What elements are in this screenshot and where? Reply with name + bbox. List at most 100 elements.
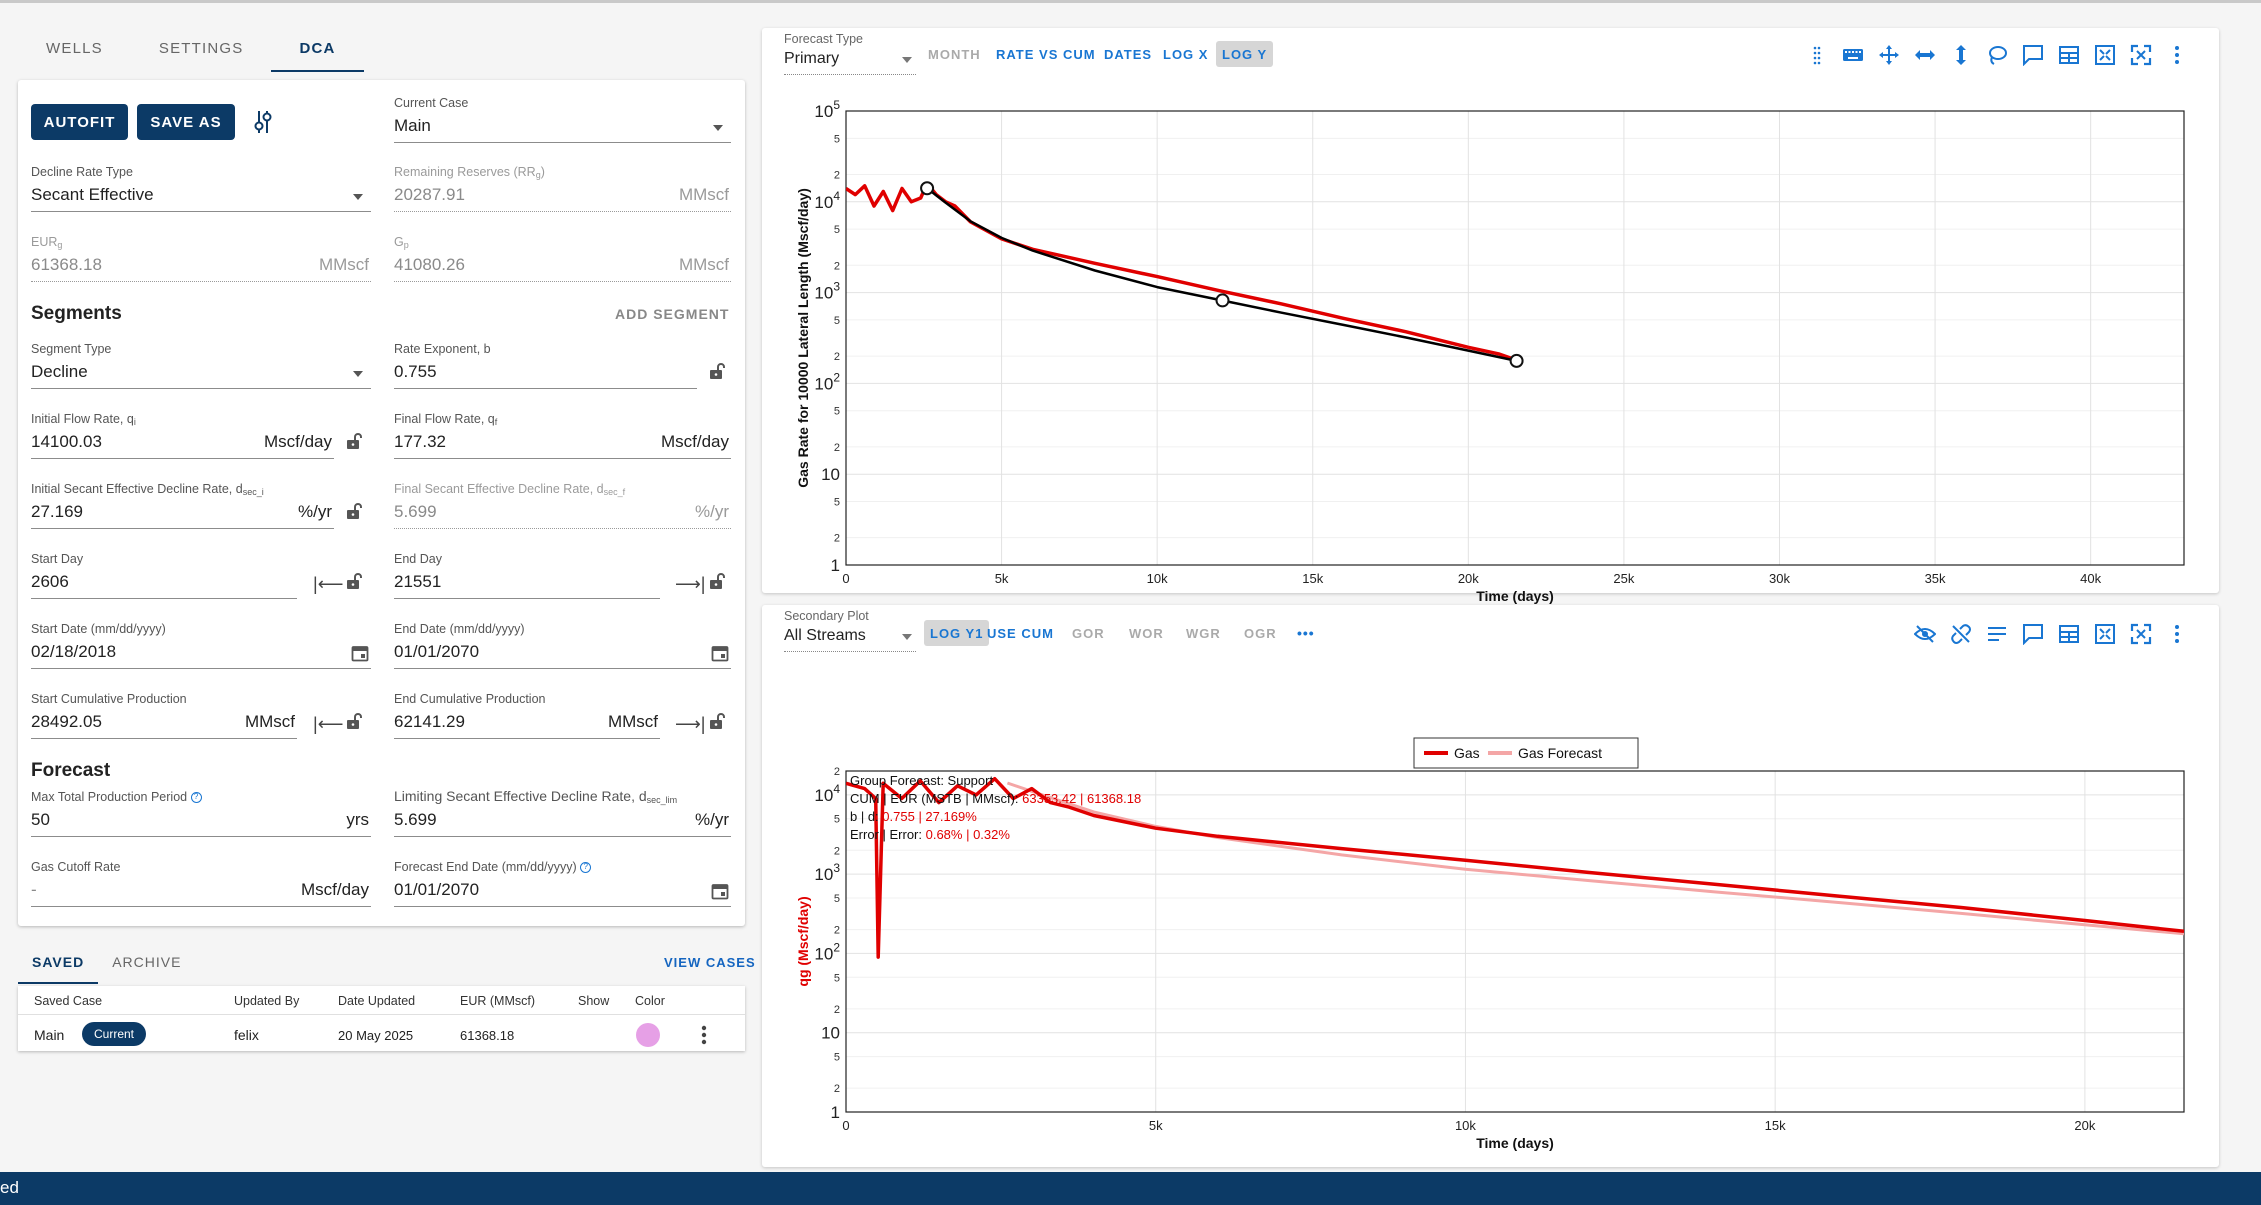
case-name[interactable]: Main xyxy=(34,1027,65,1043)
table-icon[interactable] xyxy=(2058,623,2080,645)
underline xyxy=(394,836,731,837)
unlock-icon[interactable] xyxy=(345,712,363,730)
final-rate-field[interactable]: Final Flow Rate, qf 177.32 Mscf/day xyxy=(394,412,731,464)
segment-type-select[interactable]: Segment Type Decline xyxy=(31,342,371,394)
tab-saved[interactable]: SAVED xyxy=(18,946,99,984)
help-icon[interactable]: ? xyxy=(190,792,202,804)
comment-icon[interactable] xyxy=(2022,623,2044,645)
table-icon[interactable] xyxy=(2058,44,2080,66)
keyboard-icon[interactable] xyxy=(1842,44,1864,66)
unlock-icon[interactable] xyxy=(708,572,726,590)
y-minor-tick-label: 5 xyxy=(834,893,840,905)
unlock-icon[interactable] xyxy=(708,362,726,380)
unlock-icon[interactable] xyxy=(345,572,363,590)
tab-archive[interactable]: ARCHIVE xyxy=(112,954,182,970)
tab-settings[interactable]: SETTINGS xyxy=(158,40,244,57)
rate-vs-cum-button[interactable]: RATE VS CUM xyxy=(996,46,1096,62)
unlock-icon[interactable] xyxy=(345,502,363,520)
initial-rate-field[interactable]: Initial Flow Rate, qi 14100.03 Mscf/day xyxy=(31,412,334,464)
tune-icon[interactable] xyxy=(252,109,274,135)
more-vert-icon[interactable] xyxy=(2166,623,2188,645)
log-y1-button[interactable]: LOG Y1 xyxy=(924,620,990,646)
add-segment-button[interactable]: ADD SEGMENT xyxy=(615,306,730,322)
end-date-label: End Date (mm/dd/yyyy) xyxy=(394,622,525,636)
save-as-button[interactable]: SAVE AS xyxy=(137,104,235,140)
snap-right-icon[interactable]: ⟶| xyxy=(675,714,706,734)
move-icon[interactable] xyxy=(1878,44,1900,66)
dates-button[interactable]: DATES xyxy=(1104,46,1153,62)
end-date-value: 01/01/2070 xyxy=(394,642,480,661)
forecast-end-date-field[interactable]: Forecast End Date (mm/dd/yyyy) ? 01/01/2… xyxy=(394,860,731,912)
limit-decline-field[interactable]: Limiting Secant Effective Decline Rate, … xyxy=(394,788,731,842)
drag-handle-icon[interactable] xyxy=(1806,44,1828,66)
tab-wells[interactable]: WELLS xyxy=(46,40,103,57)
end-cum-field[interactable]: End Cumulative Production 62141.29 MMscf xyxy=(394,692,660,744)
log-y-button[interactable]: LOG Y xyxy=(1216,41,1274,67)
use-cum-button[interactable]: USE CUM xyxy=(987,625,1054,641)
end-date-field[interactable]: End Date (mm/dd/yyyy) 01/01/2070 xyxy=(394,622,731,674)
chevron-down-icon[interactable] xyxy=(902,57,912,63)
chevron-down-icon xyxy=(353,371,363,377)
more-horiz-button[interactable]: ••• xyxy=(1297,625,1315,641)
series-line-0 xyxy=(846,181,1518,362)
start-cum-label: Start Cumulative Production xyxy=(31,692,187,706)
secondary-plot-value[interactable]: All Streams xyxy=(784,627,866,644)
snap-right-icon[interactable]: ⟶| xyxy=(675,574,706,594)
calendar-icon[interactable] xyxy=(711,644,729,662)
more-vert-icon[interactable] xyxy=(2166,44,2188,66)
underline xyxy=(31,458,334,459)
y-minor-gridlines xyxy=(846,770,2184,1089)
start-cum-field[interactable]: Start Cumulative Production 28492.05 MMs… xyxy=(31,692,297,744)
calendar-icon[interactable] xyxy=(351,644,369,662)
status-text: ed xyxy=(0,1178,19,1197)
fullscreen-icon[interactable] xyxy=(2130,623,2152,645)
start-date-field[interactable]: Start Date (mm/dd/yyyy) 02/18/2018 xyxy=(31,622,371,674)
comment-icon[interactable] xyxy=(2022,44,2044,66)
current-case-select[interactable]: Current Case Main xyxy=(394,96,731,148)
decline-rate-type-select[interactable]: Decline Rate Type Secant Effective xyxy=(31,165,371,217)
vertical-arrows-icon[interactable] xyxy=(1950,44,1972,66)
forecast-chart[interactable]: 2 5 2 5 2 5 2 5 2 5 1 10 102 103 104 105 0 5k 10k 15k 20k 25k… xyxy=(762,88,2219,608)
forecast-type-value[interactable]: Primary xyxy=(784,50,840,67)
fullscreen-icon[interactable] xyxy=(2130,44,2152,66)
underline xyxy=(31,281,371,282)
y-tick-label: 1 xyxy=(831,1103,840,1122)
gas-cutoff-field[interactable]: Gas Cutoff Rate - Mscf/day xyxy=(31,860,371,912)
snap-left-icon[interactable]: |⟵ xyxy=(313,574,344,594)
notes-icon[interactable] xyxy=(1986,623,2008,645)
end-day-field[interactable]: End Day 21551 xyxy=(394,552,660,604)
wor-button[interactable]: WOR xyxy=(1129,625,1164,641)
decline-rate-type-value: Secant Effective xyxy=(31,185,154,204)
case-color-swatch[interactable] xyxy=(636,1023,660,1047)
fit-icon[interactable] xyxy=(2094,44,2116,66)
chevron-down-icon[interactable] xyxy=(902,634,912,640)
calendar-icon[interactable] xyxy=(711,882,729,900)
y-tick-label: 102 xyxy=(814,940,840,963)
unlock-icon[interactable] xyxy=(345,432,363,450)
forecast-end-date-value: 01/01/2070 xyxy=(394,880,480,899)
max-period-field[interactable]: Max Total Production Period ? 50 yrs xyxy=(31,790,371,842)
fit-icon[interactable] xyxy=(2094,623,2116,645)
view-cases-link[interactable]: VIEW CASES xyxy=(664,955,756,970)
ogr-button[interactable]: OGR xyxy=(1244,625,1277,641)
tab-dca[interactable]: DCA xyxy=(271,30,364,72)
wgr-button[interactable]: WGR xyxy=(1186,625,1221,641)
rate-exponent-field[interactable]: Rate Exponent, b 0.755 xyxy=(394,342,697,394)
log-x-button[interactable]: LOG X xyxy=(1163,46,1209,62)
lasso-icon[interactable] xyxy=(1986,44,2008,66)
eye-off-icon[interactable] xyxy=(1914,623,1936,645)
more-vert-icon[interactable] xyxy=(700,1024,708,1046)
link-off-icon[interactable] xyxy=(1950,623,1972,645)
autofit-button[interactable]: AUTOFIT xyxy=(31,104,128,140)
initial-decline-field[interactable]: Initial Secant Effective Decline Rate, d… xyxy=(31,482,334,534)
snap-left-icon[interactable]: |⟵ xyxy=(313,714,344,734)
horizontal-arrows-icon[interactable] xyxy=(1914,44,1936,66)
month-button[interactable]: MONTH xyxy=(928,46,981,62)
start-day-field[interactable]: Start Day 2606 xyxy=(31,552,297,604)
help-icon[interactable]: ? xyxy=(580,862,592,874)
gor-button[interactable]: GOR xyxy=(1072,625,1105,641)
unlock-icon[interactable] xyxy=(708,712,726,730)
y-axis-label: Gas Rate for 10000 Lateral Length (Mscf/… xyxy=(795,188,811,488)
secondary-chart[interactable]: 2 5 2 5 2 5 2 5 2 1 10 102 103 104 0 5k 10k 15k 20k Time (d… xyxy=(762,665,2219,1167)
current-case-label: Current Case xyxy=(394,96,469,110)
